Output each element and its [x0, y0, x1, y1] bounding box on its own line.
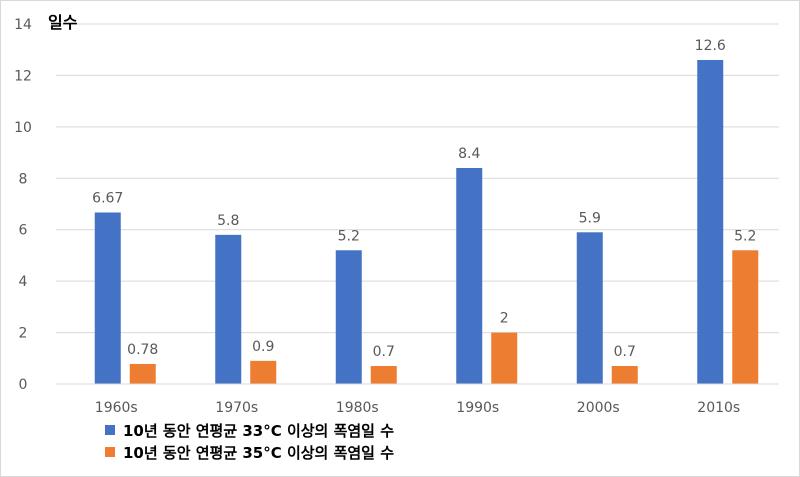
x-category-label: 1970s: [215, 400, 258, 416]
bar-series-1-1990s: [456, 168, 483, 384]
gridlines: [56, 23, 779, 334]
y-tick-label: 0: [19, 377, 28, 393]
data-label: 5.9: [579, 210, 601, 226]
y-axis-title: 일수: [48, 13, 78, 32]
x-category-label: 1980s: [336, 400, 379, 416]
data-label: 5.8: [217, 213, 239, 229]
legend-swatch-blue: [105, 425, 115, 435]
x-category-label: 1990s: [456, 400, 499, 416]
data-label: 0.9: [252, 339, 274, 355]
bar-series-2-1960s: [129, 363, 156, 384]
y-tick-label: 10: [14, 120, 32, 136]
bar-series-1-2010s: [697, 60, 724, 384]
data-label: 8.4: [458, 146, 480, 162]
bars: [94, 60, 759, 384]
legend-item-35c: 10년 동안 연평균 35°C 이상의 폭염일 수: [105, 441, 394, 463]
data-label: 0.7: [373, 344, 395, 360]
y-tick-label: 14: [14, 17, 32, 33]
bar-series-1-2000s: [576, 232, 603, 384]
y-tick-label: 4: [19, 274, 28, 290]
legend-item-33c: 10년 동안 연평균 33°C 이상의 폭염일 수: [105, 419, 394, 441]
x-axis-categories: 1960s 1970s 1980s 1990s 2000s 2010s: [95, 400, 740, 416]
bar-series-2-2010s: [732, 250, 759, 384]
x-category-label: 2010s: [697, 400, 740, 416]
y-tick-label: 6: [19, 223, 28, 239]
bar-series-2-1970s: [250, 360, 277, 384]
legend: 10년 동안 연평균 33°C 이상의 폭염일 수 10년 동안 연평균 35°…: [105, 419, 394, 463]
data-label: 6.67: [92, 190, 123, 206]
legend-swatch-orange: [105, 447, 115, 457]
x-category-label: 2000s: [577, 400, 620, 416]
data-label: 12.6: [695, 38, 726, 54]
x-category-label: 1960s: [95, 400, 138, 416]
bar-series-2-1980s: [370, 366, 397, 384]
legend-label-33c: 10년 동안 연평균 33°C 이상의 폭염일 수: [123, 421, 394, 440]
data-label: 5.2: [734, 228, 756, 244]
y-tick-label: 2: [19, 326, 28, 342]
bar-series-1-1960s: [94, 212, 121, 384]
bar-series-1-1980s: [335, 250, 362, 384]
bar-series-1-1970s: [215, 234, 242, 384]
data-labels: 6.67 0.78 5.8 0.9 5.2 0.7 8.4 2 5.9 0.7 12.6 5.2: [92, 38, 756, 360]
data-label: 2: [500, 311, 509, 327]
y-tick-label: 12: [14, 68, 32, 84]
data-label: 0.7: [614, 344, 636, 360]
y-tick-label: 8: [19, 171, 28, 187]
legend-label-35c: 10년 동안 연평균 35°C 이상의 폭염일 수: [123, 443, 394, 462]
bar-series-2-2000s: [611, 366, 638, 384]
data-label: 0.78: [127, 342, 158, 358]
data-label: 5.2: [338, 228, 360, 244]
bar-series-2-1990s: [491, 332, 518, 384]
y-axis-ticks: 0 2 4 6 8 10 12 14: [14, 17, 32, 393]
